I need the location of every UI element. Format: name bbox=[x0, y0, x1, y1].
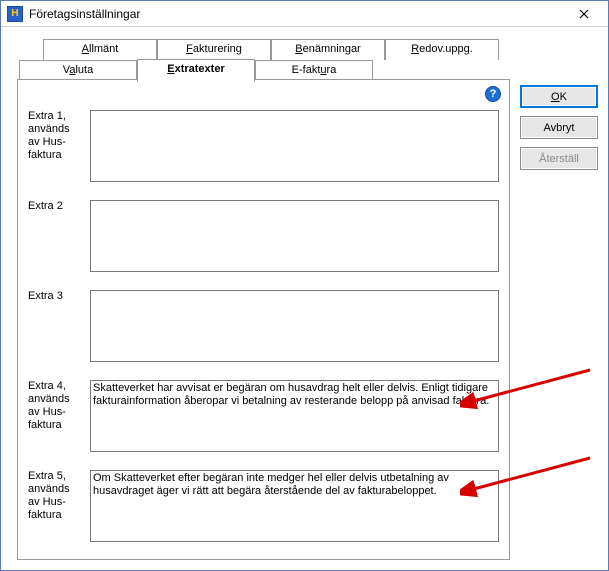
help-icon[interactable]: ? bbox=[485, 86, 501, 102]
close-button[interactable] bbox=[564, 4, 604, 24]
tabrow-upper: Allmänt Fakturering Benämningar Redov.up… bbox=[17, 39, 510, 60]
label-extra3: Extra 3 bbox=[28, 290, 84, 362]
titlebar: H Företagsinställningar bbox=[1, 1, 608, 27]
tab-extratexter[interactable]: Extratexter bbox=[137, 59, 255, 82]
ok-label: K bbox=[560, 91, 567, 103]
input-extra3[interactable] bbox=[90, 290, 499, 362]
tab-redov[interactable]: Redov.uppg. bbox=[385, 39, 499, 60]
tab-valuta[interactable]: Valuta bbox=[19, 60, 137, 81]
tab-efaktura[interactable]: E-faktura bbox=[255, 60, 373, 81]
input-extra5[interactable] bbox=[90, 470, 499, 542]
input-extra4[interactable] bbox=[90, 380, 499, 452]
tab-panel-extratexter: ? Extra 1, används av Hus-faktura Extra … bbox=[17, 79, 510, 560]
tab-control: Allmänt Fakturering Benämningar Redov.up… bbox=[17, 37, 510, 560]
extra-text-fields: Extra 1, används av Hus-faktura Extra 2 … bbox=[28, 110, 499, 549]
row-extra4: Extra 4, används av Hus-faktura bbox=[28, 380, 499, 452]
row-extra2: Extra 2 bbox=[28, 200, 499, 272]
client-area: Allmänt Fakturering Benämningar Redov.up… bbox=[1, 27, 608, 570]
window-title: Företagsinställningar bbox=[29, 7, 564, 21]
tabrow-lower: Valuta Extratexter E-faktura bbox=[17, 60, 510, 81]
label-extra5: Extra 5, används av Hus-faktura bbox=[28, 470, 84, 542]
input-extra2[interactable] bbox=[90, 200, 499, 272]
cancel-button[interactable]: Avbryt bbox=[520, 116, 598, 139]
label-extra1: Extra 1, används av Hus-faktura bbox=[28, 110, 84, 182]
input-extra1[interactable] bbox=[90, 110, 499, 182]
reset-button[interactable]: Återställ bbox=[520, 147, 598, 170]
tab-allmant[interactable]: Allmänt bbox=[43, 39, 157, 60]
settings-window: H Företagsinställningar Allmänt Fakturer… bbox=[0, 0, 609, 571]
tab-fakturering[interactable]: Fakturering bbox=[157, 39, 271, 60]
tab-benamningar[interactable]: Benämningar bbox=[271, 39, 385, 60]
ok-button[interactable]: OK bbox=[520, 85, 598, 108]
button-column: OK Avbryt Återställ bbox=[520, 37, 598, 560]
label-extra4: Extra 4, används av Hus-faktura bbox=[28, 380, 84, 452]
app-icon: H bbox=[7, 6, 23, 22]
tabstrip: Allmänt Fakturering Benämningar Redov.up… bbox=[17, 39, 510, 81]
label-extra2: Extra 2 bbox=[28, 200, 84, 272]
row-extra3: Extra 3 bbox=[28, 290, 499, 362]
row-extra1: Extra 1, används av Hus-faktura bbox=[28, 110, 499, 182]
row-extra5: Extra 5, används av Hus-faktura bbox=[28, 470, 499, 542]
